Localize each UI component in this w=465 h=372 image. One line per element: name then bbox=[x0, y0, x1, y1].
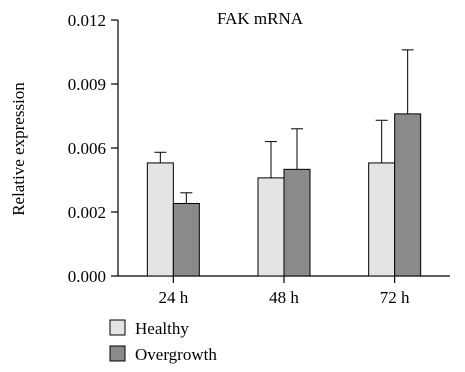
bar bbox=[283, 168, 311, 277]
chart-title: FAK mRNA bbox=[217, 9, 304, 28]
legend-swatch bbox=[109, 345, 126, 362]
y-tick-label: 0.006 bbox=[68, 139, 106, 158]
x-tick-label: 24 h bbox=[158, 288, 188, 307]
y-axis-label: Relative expression bbox=[9, 82, 28, 216]
legend: Healthy Overgrowth bbox=[109, 319, 217, 364]
bar bbox=[172, 202, 200, 277]
plot-area: 0.000 0.002 0.006 0.009 0.012 24 h 48 h 72 h bbox=[68, 11, 450, 307]
legend-label: Overgrowth bbox=[135, 345, 217, 364]
bar bbox=[257, 177, 285, 277]
bar bbox=[394, 113, 422, 277]
bar bbox=[146, 162, 174, 277]
y-tick-label: 0.000 bbox=[68, 267, 106, 286]
legend-label: Healthy bbox=[135, 319, 189, 338]
y-tick-label: 0.002 bbox=[68, 203, 106, 222]
x-tick-label: 72 h bbox=[380, 288, 410, 307]
legend-swatch bbox=[109, 319, 126, 336]
y-tick-label: 0.009 bbox=[68, 75, 106, 94]
x-tick-label: 48 h bbox=[269, 288, 299, 307]
bar bbox=[368, 162, 396, 277]
y-tick-label: 0.012 bbox=[68, 11, 106, 30]
